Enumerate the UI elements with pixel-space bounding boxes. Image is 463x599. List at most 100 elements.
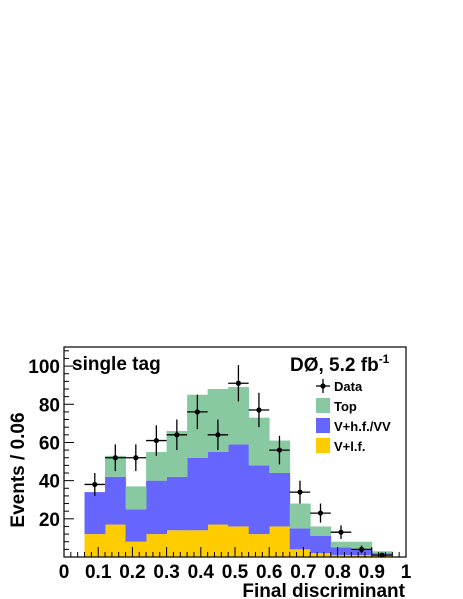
bar-v-l-f-1 — [105, 524, 126, 557]
legend-label-data: Data — [334, 379, 363, 394]
bar-top-2 — [125, 486, 147, 510]
data-point-7 — [228, 365, 249, 402]
x-tick-label-6: 0.6 — [256, 562, 282, 583]
data-point-marker-3 — [153, 437, 159, 444]
x-tick-label-9: 0.9 — [359, 562, 385, 583]
y-tick-label-2: 60 — [39, 433, 60, 454]
x-tick-label-8: 0.8 — [324, 562, 350, 583]
data-point-13 — [351, 545, 372, 554]
data-points — [84, 365, 393, 558]
bar-top-7 — [228, 387, 250, 445]
legend-swatch-v-l-f — [316, 438, 330, 453]
x-tick-label-4: 0.4 — [188, 562, 215, 583]
legend-swatch-top — [316, 398, 330, 413]
data-point-1 — [105, 444, 126, 472]
x-tick-label-2: 0.2 — [119, 562, 145, 583]
data-point-marker-5 — [194, 409, 200, 415]
legend-label-v-h-f-vv: V+h.f./VV — [334, 419, 391, 434]
x-tick-label-7: 0.7 — [290, 562, 316, 583]
bar-v-h-f-vv-6 — [207, 452, 229, 525]
y-axis-title: Events / 0.06 — [8, 412, 29, 527]
data-point-marker-2 — [133, 455, 139, 461]
data-point-5 — [187, 394, 208, 430]
x-tick-label-0: 0 — [59, 562, 70, 583]
data-point-10 — [289, 480, 311, 504]
data-point-marker-14 — [379, 552, 385, 558]
data-point-marker-1 — [112, 455, 118, 461]
bar-top-8 — [248, 417, 270, 466]
experiment-label-text: DØ, 5.2 fb — [290, 355, 379, 376]
bar-v-h-f-vv-5 — [187, 457, 209, 531]
y-tick-label-4: 100 — [28, 357, 60, 378]
bar-v-l-f-7 — [228, 526, 250, 557]
data-point-6 — [207, 419, 229, 451]
data-point-4 — [166, 419, 188, 451]
bar-v-l-f-4 — [166, 530, 188, 557]
legend-label-top: Top — [334, 399, 357, 414]
data-point-marker-8 — [256, 407, 262, 413]
x-axis-title: Final discriminant — [242, 581, 405, 599]
bar-v-h-f-vv-10 — [289, 528, 311, 550]
data-point-marker-0 — [92, 481, 98, 488]
data-point-14 — [371, 552, 393, 558]
data-point-12 — [330, 525, 352, 540]
experiment-label-sup: -1 — [379, 352, 390, 366]
bar-v-l-f-3 — [146, 534, 167, 557]
bar-v-h-f-vv-1 — [105, 476, 126, 525]
data-point-marker-12 — [338, 529, 344, 535]
bar-v-l-f-12 — [330, 555, 352, 557]
bar-v-h-f-vv-8 — [248, 465, 270, 535]
data-point-3 — [146, 425, 167, 456]
selection-label: single tag — [72, 354, 161, 375]
y-tick-label-1: 40 — [39, 472, 60, 493]
x-tick-label-1: 0.1 — [85, 562, 112, 583]
bar-v-l-f-8 — [248, 534, 270, 557]
bar-v-h-f-vv-2 — [125, 509, 147, 542]
bar-v-l-f-10 — [289, 549, 311, 557]
bar-top-11 — [310, 526, 332, 536]
data-point-marker-4 — [174, 432, 180, 438]
bar-v-h-f-vv-11 — [310, 536, 332, 554]
data-point-2 — [125, 444, 147, 472]
data-point-marker-10 — [297, 489, 303, 495]
data-point-11 — [310, 503, 331, 523]
data-point-marker-7 — [235, 380, 242, 386]
bar-top-4 — [166, 431, 188, 477]
y-tick-label-0: 20 — [39, 510, 60, 531]
bar-v-h-f-vv-12 — [330, 547, 352, 556]
bar-v-h-f-vv-4 — [166, 476, 188, 531]
data-point-marker-13 — [358, 546, 365, 552]
data-point-marker-6 — [215, 432, 221, 438]
bar-v-h-f-vv-7 — [228, 444, 250, 527]
data-point-0 — [84, 473, 106, 496]
x-tick-label-10: 1 — [401, 562, 412, 583]
bar-v-l-f-6 — [207, 524, 229, 557]
bar-v-l-f-13 — [351, 555, 373, 557]
axis-ticks — [63, 350, 407, 557]
legend-label-v-l-f: V+l.f. — [334, 439, 365, 454]
data-point-marker-11 — [317, 510, 324, 516]
x-tick-label-5: 0.5 — [222, 562, 249, 583]
data-point-marker-9 — [276, 447, 283, 453]
bar-v-l-f-5 — [187, 530, 209, 557]
bar-v-l-f-9 — [269, 526, 291, 557]
bar-v-l-f-2 — [125, 541, 147, 557]
axis-tick-labels: 0 0.1 0.2 0.3 0.4 0.5 0.6 0.7 0.8 0.9 1 20 40 60 80 100 — [28, 357, 411, 583]
experiment-label: DØ, 5.2 fb-1 — [290, 352, 390, 376]
bar-v-h-f-vv-0 — [84, 492, 106, 535]
data-point-8 — [248, 392, 270, 428]
legend-data-marker — [320, 383, 326, 389]
bar-top-14 — [371, 551, 393, 554]
y-tick-label-3: 80 — [39, 395, 60, 416]
bar-v-h-f-vv-3 — [146, 480, 167, 535]
bar-top-10 — [289, 503, 311, 529]
bar-v-l-f-11 — [310, 553, 332, 557]
legend: Data Top V+h.f./VV V+l.f. — [316, 379, 391, 454]
bar-top-12 — [330, 541, 352, 548]
bar-v-h-f-vv-9 — [269, 473, 291, 527]
data-point-9 — [269, 435, 290, 465]
x-tick-label-3: 0.3 — [153, 562, 179, 583]
bar-v-l-f-0 — [84, 534, 106, 557]
bar-top-3 — [146, 452, 167, 481]
